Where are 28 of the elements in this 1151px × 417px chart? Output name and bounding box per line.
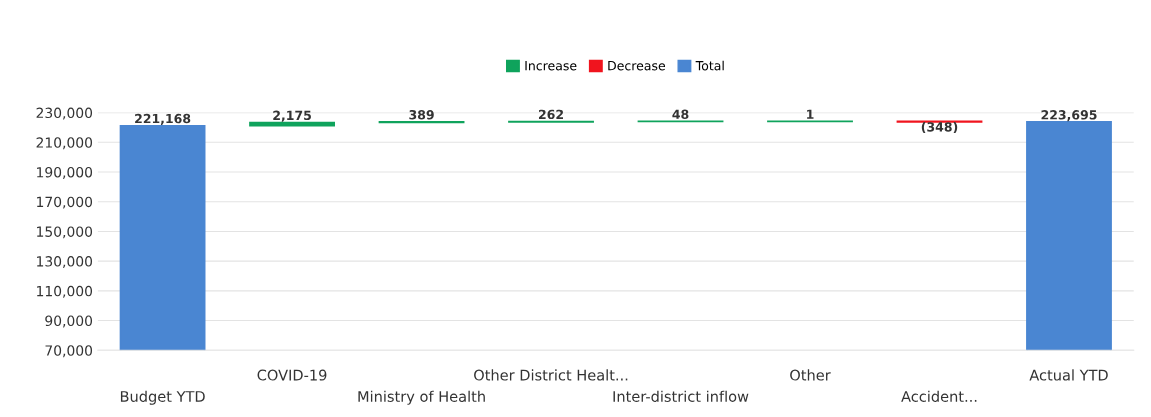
y-tick-label: 190,000	[37, 166, 93, 179]
legend-label: Decrease	[608, 61, 666, 71]
data-label: 2,175	[273, 110, 311, 122]
x-tick-label: Actual YTD	[1029, 369, 1108, 381]
x-tick-label: Accident...	[901, 390, 977, 402]
data-label: 221,168	[135, 113, 191, 125]
legend-label: Increase	[525, 61, 577, 71]
x-tick-label: COVID-19	[257, 369, 327, 381]
data-label: 389	[409, 110, 434, 120]
data-label: 48	[672, 109, 689, 120]
y-tick-label: 170,000	[37, 196, 93, 209]
y-tick-label: 70,000	[45, 345, 93, 358]
x-tick-label: Other	[790, 369, 831, 381]
x-tick-label: Ministry of Health	[358, 390, 485, 405]
y-tick-label: 230,000	[36, 107, 93, 120]
x-tick-label: Other District Healt...	[474, 369, 628, 381]
legend-label: Total	[695, 60, 724, 71]
x-tick-label: Inter-district inflow	[613, 390, 749, 402]
data-label: (348)	[921, 121, 958, 134]
y-tick-label: 210,000	[36, 137, 93, 150]
data-label: 1	[807, 109, 814, 119]
data-label: 223,695	[1041, 110, 1097, 122]
y-tick-label: 150,000	[37, 226, 93, 239]
x-tick-label: Budget YTD	[120, 390, 205, 405]
data-label: 262	[538, 109, 563, 120]
y-tick-label: 130,000	[37, 256, 93, 269]
y-tick-label: 110,000	[37, 285, 93, 298]
y-tick-label: 90,000	[45, 315, 93, 328]
